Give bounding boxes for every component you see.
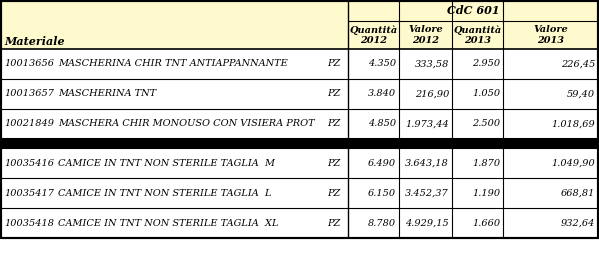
Text: CAMICE IN TNT NON STERILE TAGLIA  XL: CAMICE IN TNT NON STERILE TAGLIA XL [58, 219, 279, 227]
Text: 1.870: 1.870 [472, 158, 500, 168]
Text: 1.050: 1.050 [472, 89, 500, 99]
Text: 1.049,90: 1.049,90 [551, 158, 595, 168]
Text: PZ: PZ [328, 158, 341, 168]
Text: CdC 601: CdC 601 [447, 6, 500, 17]
Text: 8.780: 8.780 [368, 219, 396, 227]
Text: 4.929,15: 4.929,15 [406, 219, 449, 227]
Text: 10013657: 10013657 [4, 89, 54, 99]
Text: 10021849: 10021849 [4, 119, 54, 129]
Text: CAMICE IN TNT NON STERILE TAGLIA  L: CAMICE IN TNT NON STERILE TAGLIA L [58, 189, 271, 198]
Text: Valore
2013: Valore 2013 [533, 25, 568, 45]
Text: PZ: PZ [328, 189, 341, 198]
Bar [1, 139, 598, 148]
Text: 2.950: 2.950 [472, 60, 500, 68]
Text: 6.150: 6.150 [368, 189, 396, 198]
Text: 2.500: 2.500 [472, 119, 500, 129]
Bar [1, 1, 598, 49]
Text: 1.018,69: 1.018,69 [551, 119, 595, 129]
Text: Quantità
2013: Quantità 2013 [453, 25, 501, 45]
Bar [1, 49, 598, 238]
Text: PZ: PZ [328, 60, 341, 68]
Text: 10035418: 10035418 [4, 219, 54, 227]
Text: PZ: PZ [328, 89, 341, 99]
Text: MASCHERINA CHIR TNT ANTIAPPANNANTE: MASCHERINA CHIR TNT ANTIAPPANNANTE [58, 60, 288, 68]
Text: 4.350: 4.350 [368, 60, 396, 68]
Text: CAMICE IN TNT NON STERILE TAGLIA  M: CAMICE IN TNT NON STERILE TAGLIA M [58, 158, 275, 168]
Text: MASCHERINA TNT: MASCHERINA TNT [58, 89, 156, 99]
Text: Quantità
2012: Quantità 2012 [349, 25, 398, 45]
Text: MASCHERA CHIR MONOUSO CON VISIERA PROT: MASCHERA CHIR MONOUSO CON VISIERA PROT [58, 119, 314, 129]
Text: 333,58: 333,58 [415, 60, 449, 68]
Text: 932,64: 932,64 [561, 219, 595, 227]
Bar [1, 1, 598, 238]
Text: PZ: PZ [328, 119, 341, 129]
Text: Valore
2012: Valore 2012 [408, 25, 443, 45]
Text: 3.840: 3.840 [368, 89, 396, 99]
Text: Materiale: Materiale [4, 36, 65, 47]
Text: 10035416: 10035416 [4, 158, 54, 168]
Text: 1.190: 1.190 [472, 189, 500, 198]
Text: 10035417: 10035417 [4, 189, 54, 198]
Text: 59,40: 59,40 [567, 89, 595, 99]
Text: 1.660: 1.660 [472, 219, 500, 227]
Text: 226,45: 226,45 [561, 60, 595, 68]
Text: 1.973,44: 1.973,44 [406, 119, 449, 129]
Text: 4.850: 4.850 [368, 119, 396, 129]
Text: 3.452,37: 3.452,37 [406, 189, 449, 198]
Text: PZ: PZ [328, 219, 341, 227]
Text: 216,90: 216,90 [415, 89, 449, 99]
Text: 3.643,18: 3.643,18 [406, 158, 449, 168]
Text: 668,81: 668,81 [561, 189, 595, 198]
Text: 10013656: 10013656 [4, 60, 54, 68]
Text: 6.490: 6.490 [368, 158, 396, 168]
